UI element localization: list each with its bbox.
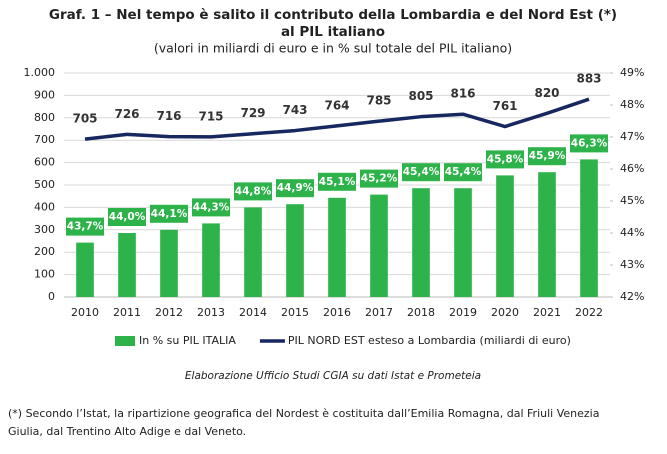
bar	[328, 197, 346, 297]
value-label: 43,7%	[67, 221, 104, 233]
value-label: 816	[450, 87, 475, 101]
value-label: 44,0%	[109, 211, 146, 223]
value-label-box	[234, 182, 272, 201]
bar	[160, 229, 178, 297]
y-tick-label: 600	[34, 156, 55, 169]
y-tick-label: 300	[34, 223, 55, 236]
bar	[76, 242, 94, 297]
value-label: 45,4%	[403, 166, 440, 178]
bar	[202, 223, 220, 297]
value-label-box	[66, 217, 104, 236]
x-tick-label: 2021	[533, 306, 561, 319]
bar	[580, 159, 598, 297]
value-label: 805	[408, 89, 433, 103]
y-tick-label: 0	[48, 290, 55, 303]
bar	[496, 175, 514, 297]
bar	[370, 194, 388, 297]
x-tick-label: 2016	[323, 306, 351, 319]
value-label: 45,1%	[319, 176, 356, 188]
chart-title: al PIL italiano	[281, 24, 385, 40]
x-tick-label: 2012	[155, 306, 183, 319]
value-label-box	[528, 147, 566, 166]
value-label: 785	[366, 94, 391, 108]
value-label: 716	[156, 109, 181, 123]
value-label-box	[402, 163, 440, 182]
value-label: 764	[324, 98, 349, 112]
x-tick-label: 2014	[239, 306, 267, 319]
value-label-box	[150, 204, 188, 223]
source-note: Elaborazione Ufficio Studi CGIA su dati …	[185, 370, 481, 382]
value-label-box	[570, 134, 608, 153]
value-label-box	[360, 169, 398, 188]
x-tick-label: 2015	[281, 306, 309, 319]
bar	[286, 204, 304, 297]
y-tick-label: 100	[34, 268, 55, 281]
value-label: 715	[198, 109, 223, 123]
value-label: 45,9%	[529, 150, 566, 162]
x-tick-label: 2020	[491, 306, 519, 319]
value-label-box	[276, 179, 314, 198]
value-label-box	[108, 208, 146, 226]
y-tick-label: 700	[34, 133, 55, 146]
value-label: 44,8%	[235, 185, 272, 197]
line	[84, 97, 590, 141]
y-tick-label: 400	[34, 200, 55, 213]
value-label: 820	[534, 86, 559, 100]
x-tick-label: 2019	[449, 306, 477, 319]
legend-label: PIL NORD EST esteso a Lombardia (miliard…	[288, 334, 571, 347]
value-label: 726	[114, 107, 139, 121]
x-tick-label: 2017	[365, 306, 393, 319]
y-tick-label: 1.000	[24, 66, 56, 79]
value-label: 761	[492, 99, 517, 113]
value-label: 46,3%	[571, 137, 608, 149]
value-label-box	[486, 150, 524, 169]
chart-subtitle: (valori in miliardi di euro e in % sul t…	[154, 41, 512, 56]
y2-tick-label: 49%	[620, 66, 644, 79]
y2-tick-label: 48%	[620, 98, 644, 111]
value-label-box	[318, 172, 356, 191]
value-label: 45,8%	[487, 153, 524, 165]
footnote: (*) Secondo l’Istat, la ripartizione geo…	[8, 407, 599, 420]
value-label: 729	[240, 106, 265, 120]
value-label: 45,4%	[445, 166, 482, 178]
y2-tick-label: 42%	[620, 290, 644, 303]
chart-title: Graf. 1 – Nel tempo è salito il contribu…	[49, 7, 617, 23]
bar	[412, 188, 430, 297]
y2-tick-label: 43%	[620, 258, 644, 271]
x-tick-label: 2011	[113, 306, 141, 319]
y2-tick-label: 45%	[620, 194, 644, 207]
bar	[538, 172, 556, 297]
value-label: 883	[576, 72, 601, 86]
value-label-box	[192, 198, 230, 217]
value-label: 44,3%	[193, 201, 230, 213]
value-label: 45,2%	[361, 173, 398, 185]
bar	[118, 233, 136, 297]
value-label: 44,9%	[277, 182, 314, 194]
y-tick-label: 900	[34, 88, 55, 101]
y2-tick-label: 44%	[620, 226, 644, 239]
y2-tick-label: 46%	[620, 162, 644, 175]
value-label-box	[444, 163, 482, 182]
y-tick-label: 800	[34, 111, 55, 124]
x-tick-label: 2013	[197, 306, 225, 319]
y2-tick-label: 47%	[620, 130, 644, 143]
value-label: 705	[72, 112, 97, 126]
x-tick-label: 2018	[407, 306, 435, 319]
value-label: 743	[282, 103, 307, 117]
x-tick-label: 2022	[575, 306, 603, 319]
y-tick-label: 200	[34, 245, 55, 258]
legend-label: In % su PIL ITALIA	[139, 334, 236, 347]
x-tick-label: 2010	[71, 306, 99, 319]
y-tick-label: 500	[34, 178, 55, 191]
legend-swatch	[115, 336, 135, 346]
value-label: 44,1%	[151, 208, 188, 220]
bar	[244, 207, 262, 297]
footnote: Giulia, dal Trentino Alto Adige e dal Ve…	[8, 425, 246, 438]
bar	[454, 188, 472, 297]
